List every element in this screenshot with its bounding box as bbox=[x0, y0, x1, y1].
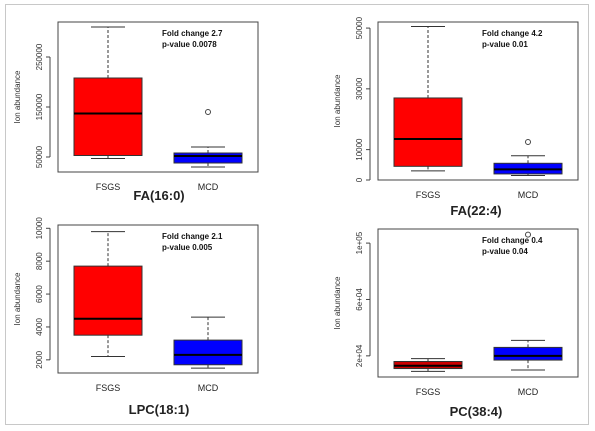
fold-change-label: Fold change 0.4 bbox=[482, 236, 543, 245]
x-tick-label-mcd: MCD bbox=[518, 190, 539, 200]
outlier-mcd bbox=[525, 139, 531, 146]
caption-lpc-18-1: LPC(18:1) bbox=[128, 402, 190, 417]
panel-fa-16-0: 50000 150000 250000 Ion abundance FSGS MCD Fol… bbox=[13, 21, 259, 192]
boxplot-lpc-18-1: 2000 4000 6000 8000 10000 Ion abundance FSGS MC… bbox=[13, 217, 259, 393]
y-axis-label: Ion abundance bbox=[13, 272, 22, 325]
y-axis-label: Ion abundance bbox=[333, 74, 342, 127]
x-tick-label-fsgs: FSGS bbox=[416, 190, 441, 200]
y-tick-label: 150000 bbox=[35, 93, 44, 120]
plot-frame bbox=[57, 224, 259, 374]
y-tick-label: 30000 bbox=[355, 77, 364, 100]
fold-change-label: Fold change 4.2 bbox=[482, 29, 543, 38]
x-tick-label-fsgs: FSGS bbox=[416, 387, 441, 397]
y-tick-label: 6000 bbox=[35, 285, 44, 303]
fold-change-label: Fold change 2.7 bbox=[162, 29, 223, 38]
box-fsgs bbox=[393, 97, 463, 167]
outlier-mcd bbox=[525, 231, 531, 238]
y-axis-label: Ion abundance bbox=[333, 276, 342, 329]
y-tick-label: 6e+04 bbox=[355, 288, 364, 311]
panel-fa-22-4: 0 10000 30000 50000 Ion abundance FSGS MCD Fold… bbox=[333, 16, 579, 200]
y-tick-label: 10000 bbox=[355, 138, 364, 161]
x-tick-label-mcd: MCD bbox=[518, 387, 539, 397]
x-tick-label-fsgs: FSGS bbox=[96, 383, 121, 393]
p-value-label: p-value 0.01 bbox=[482, 40, 528, 49]
fold-change-label: Fold change 2.1 bbox=[162, 232, 223, 241]
outlier-mcd bbox=[205, 109, 211, 115]
y-tick-label: 50000 bbox=[35, 145, 44, 168]
panel-lpc-18-1: 2000 4000 6000 8000 10000 Ion abundance FSGS MC… bbox=[13, 217, 259, 393]
caption-fa-16-0: FA(16:0) bbox=[133, 188, 185, 203]
x-tick-label-mcd: MCD bbox=[198, 383, 219, 393]
y-tick-label: 2e+04 bbox=[355, 344, 364, 367]
y-axis-label: Ion abundance bbox=[13, 70, 22, 123]
x-tick-label-mcd: MCD bbox=[198, 182, 219, 192]
box-fsgs bbox=[73, 265, 143, 336]
plot-frame bbox=[377, 228, 579, 378]
y-tick-label: 8000 bbox=[35, 252, 44, 270]
p-value-label: p-value 0.0078 bbox=[162, 40, 217, 49]
panel-pc-38-4: 2e+04 6e+04 1e+05 Ion abundance FSGS MCD Fold … bbox=[333, 228, 579, 397]
y-tick-label: 0 bbox=[355, 177, 364, 182]
y-tick-label: 1e+05 bbox=[355, 231, 364, 254]
plot-frame bbox=[57, 21, 259, 173]
box-mcd bbox=[173, 339, 243, 366]
figure-frame bbox=[5, 4, 589, 425]
y-tick-label: 50000 bbox=[355, 16, 364, 39]
y-tick-label: 250000 bbox=[35, 43, 44, 70]
box-fsgs bbox=[73, 77, 143, 156]
caption-pc-38-4: PC(38:4) bbox=[449, 404, 503, 419]
boxplot-fa-16-0: 50000 150000 250000 Ion abundance FSGS MCD Fol… bbox=[13, 21, 259, 192]
x-tick-label-fsgs: FSGS bbox=[96, 182, 121, 192]
caption-fa-22-4: FA(22:4) bbox=[450, 203, 502, 218]
boxplot-pc-38-4: 2e+04 6e+04 1e+05 Ion abundance FSGS MCD Fold … bbox=[333, 228, 579, 397]
y-tick-label: 4000 bbox=[35, 318, 44, 336]
box-mcd bbox=[493, 346, 563, 361]
box-mcd bbox=[173, 152, 243, 164]
y-tick-label: 10000 bbox=[35, 217, 44, 240]
y-tick-label: 2000 bbox=[35, 350, 44, 368]
p-value-label: p-value 0.005 bbox=[162, 243, 213, 252]
boxplot-fa-22-4: 0 10000 30000 50000 Ion abundance FSGS MCD Fold… bbox=[333, 16, 579, 200]
plot-frame bbox=[377, 21, 579, 181]
p-value-label: p-value 0.04 bbox=[482, 247, 528, 256]
